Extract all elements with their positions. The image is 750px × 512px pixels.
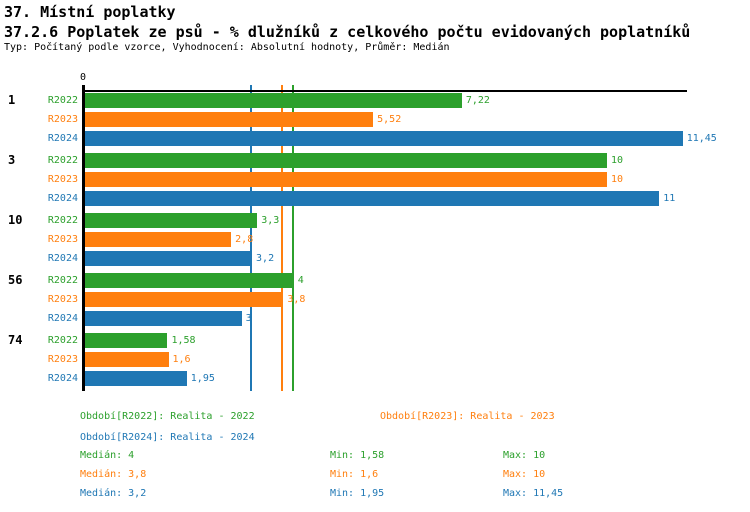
y-axis-line (82, 85, 85, 391)
bar-r2024-group-3 (85, 191, 660, 206)
bar-r2023-group-10 (85, 232, 232, 247)
series-row-label: R2022 (47, 155, 78, 166)
bar-r2024-group-10 (85, 251, 253, 266)
bar-value-label: 5,52 (377, 114, 402, 125)
category-label: 10 (8, 213, 23, 227)
stat-max-r2022: Max: 10 (503, 450, 546, 461)
series-row-label: R2023 (47, 114, 78, 125)
stat-max-r2023: Max: 10 (503, 469, 546, 480)
series-row-label: R2024 (47, 373, 78, 384)
bar-r2024-group-1 (85, 131, 683, 146)
legend-item-0: Období[R2022]: Realita - 2022 (80, 411, 255, 422)
bar-r2023-group-3 (85, 172, 607, 187)
series-row-label: R2022 (47, 215, 78, 226)
series-row-label: R2023 (47, 354, 78, 365)
category-label: 1 (8, 93, 16, 107)
category-label: 3 (8, 153, 16, 167)
category-label: 74 (8, 333, 23, 347)
bar-r2024-group-74 (85, 371, 187, 386)
chart-meta-line: Typ: Počítaný podle vzorce, Vyhodnocení:… (4, 42, 450, 53)
median-line-r2024 (250, 85, 253, 391)
stat-median-r2023: Medián: 3,8 (80, 469, 147, 480)
bar-value-label: 11,45 (686, 133, 717, 144)
series-row-label: R2024 (47, 313, 78, 324)
series-row-label: R2022 (47, 95, 78, 106)
series-row-label: R2022 (47, 335, 78, 346)
bar-value-label: 7,22 (465, 95, 490, 106)
chart-title: 37.2.6 Poplatek ze psů - % dlužníků z ce… (4, 23, 691, 41)
stat-max-r2024: Max: 11,45 (503, 488, 564, 499)
bar-r2022-group-56 (85, 273, 294, 288)
median-line-r2022 (291, 85, 294, 391)
bar-value-label: 3,3 (261, 215, 280, 226)
bar-value-label: 1,95 (190, 373, 215, 384)
median-line-r2023 (281, 85, 284, 391)
bar-value-label: 3,2 (256, 253, 275, 264)
series-row-label: R2024 (47, 193, 78, 204)
x-axis-line (82, 90, 687, 92)
bar-value-label: 2,8 (235, 234, 254, 245)
stat-min-r2024: Min: 1,95 (330, 488, 385, 499)
bar-value-label: 3 (245, 313, 252, 324)
bar-value-label: 11 (663, 193, 676, 204)
stat-min-r2022: Min: 1,58 (330, 450, 385, 461)
bar-r2022-group-1 (85, 93, 462, 108)
series-row-label: R2023 (47, 294, 78, 305)
series-row-label: R2024 (47, 253, 78, 264)
bar-r2023-group-56 (85, 292, 284, 307)
bar-r2023-group-74 (85, 352, 169, 367)
series-row-label: R2022 (47, 275, 78, 286)
stat-min-r2023: Min: 1,6 (330, 469, 379, 480)
stat-median-r2024: Medián: 3,2 (80, 488, 147, 499)
bar-value-label: 10 (611, 174, 624, 185)
category-label: 56 (8, 273, 23, 287)
bar-value-label: 1,58 (171, 335, 196, 346)
page-title: 37. Místní poplatky (4, 3, 176, 21)
bar-r2024-group-56 (85, 311, 242, 326)
bar-r2023-group-1 (85, 112, 374, 127)
series-row-label: R2023 (47, 174, 78, 185)
bar-r2022-group-10 (85, 213, 258, 228)
series-row-label: R2024 (47, 133, 78, 144)
bar-value-label: 10 (611, 155, 624, 166)
series-row-label: R2023 (47, 234, 78, 245)
legend-item-1: Období[R2023]: Realita - 2023 (380, 411, 555, 422)
bar-r2022-group-74 (85, 333, 168, 348)
x-axis-zero-label: 0 (79, 72, 87, 83)
stat-median-r2022: Medián: 4 (80, 450, 135, 461)
bar-value-label: 1,6 (172, 354, 191, 365)
bar-value-label: 4 (297, 275, 304, 286)
legend-item-2: Období[R2024]: Realita - 2024 (80, 432, 255, 443)
bar-r2022-group-3 (85, 153, 607, 168)
bar-value-label: 3,8 (287, 294, 306, 305)
